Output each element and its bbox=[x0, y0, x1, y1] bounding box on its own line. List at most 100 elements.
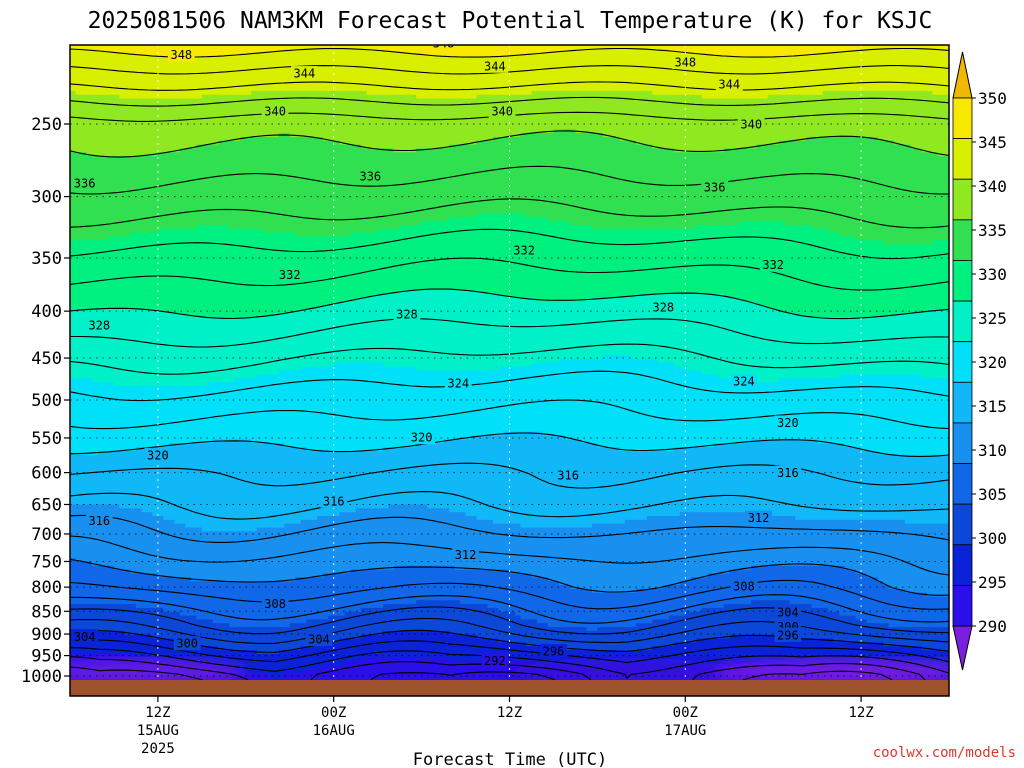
contour-fill-cell bbox=[498, 611, 505, 643]
contour-fill-cell bbox=[712, 293, 719, 375]
contour-fill-cell bbox=[482, 293, 489, 372]
contour-fill-cell bbox=[883, 316, 890, 375]
contour-fill-cell bbox=[564, 584, 571, 628]
contour-fill-cell bbox=[635, 90, 642, 146]
credit-text: coolwx.com/models bbox=[873, 745, 1016, 761]
contour-fill-cell bbox=[822, 378, 829, 444]
contour-fill-cell bbox=[438, 56, 445, 100]
contour-fill-cell bbox=[707, 607, 714, 640]
contour-fill-cell bbox=[707, 45, 714, 58]
contour-fill-cell bbox=[333, 45, 340, 50]
contour-fill-cell bbox=[767, 309, 774, 383]
contour-fill-cell bbox=[179, 56, 186, 100]
contour-fill-cell bbox=[663, 48, 670, 96]
contour-fill-cell bbox=[465, 439, 472, 517]
contour-fill-cell bbox=[910, 148, 917, 245]
contour-fill-cell bbox=[520, 297, 527, 368]
contour-fill-cell bbox=[119, 98, 126, 157]
contour-fill-cell bbox=[190, 56, 197, 100]
contour-fill-cell bbox=[454, 512, 461, 571]
contour-fill-cell bbox=[207, 224, 214, 318]
contour-fill-cell bbox=[701, 577, 708, 609]
contour-fill-cell bbox=[553, 581, 560, 628]
contour-fill-cell bbox=[328, 45, 335, 50]
y-tick-label: 300 bbox=[31, 188, 62, 208]
contour-fill-cell bbox=[817, 94, 824, 138]
contour-fill-cell bbox=[712, 638, 719, 666]
contour-fill-cell bbox=[493, 45, 500, 58]
y-axis: 2503003504004505005506006507007508008509… bbox=[21, 115, 70, 687]
contour-fill-cell bbox=[591, 133, 598, 230]
contour-fill-cell bbox=[509, 661, 516, 689]
contour-fill-cell bbox=[432, 56, 439, 100]
contour-fill-cell bbox=[613, 355, 620, 448]
contour-fill-cell bbox=[580, 45, 588, 50]
contour-fill-cell bbox=[212, 144, 219, 226]
x-tick-label: 12Z bbox=[497, 705, 522, 721]
contour-fill-cell bbox=[762, 565, 769, 601]
x-tick-label: 15AUG bbox=[137, 723, 179, 739]
contour-fill-cell bbox=[608, 627, 615, 651]
contour-fill-cell bbox=[690, 611, 697, 643]
contour-fill-cell bbox=[734, 98, 741, 149]
contour-fill-cell bbox=[624, 592, 631, 628]
contour-fill-cell bbox=[196, 646, 203, 666]
contour-fill-cell bbox=[547, 133, 555, 222]
contour-fill-cell bbox=[872, 48, 879, 92]
contour-fill-cell bbox=[811, 638, 818, 663]
contour-fill-cell bbox=[861, 316, 868, 375]
contour-fill-cell bbox=[388, 45, 395, 54]
contour-fill-cell bbox=[119, 309, 126, 387]
contour-fill-cell bbox=[641, 45, 648, 50]
contour-fill-cell bbox=[218, 650, 225, 670]
contour-fill-cell bbox=[163, 56, 170, 100]
contour-fill-cell bbox=[223, 56, 230, 96]
contour-fill-cell bbox=[168, 577, 175, 613]
contour-fill-cell bbox=[421, 370, 428, 444]
contour-fill-cell bbox=[454, 600, 461, 636]
contour-fill-cell bbox=[361, 657, 368, 696]
contour-fill-cell bbox=[361, 297, 368, 364]
contour-fill-cell bbox=[894, 45, 901, 50]
contour-fill-cell bbox=[289, 370, 296, 448]
contour-fill-cell bbox=[745, 443, 752, 513]
contour-fill-cell bbox=[652, 94, 659, 149]
contour-fill-cell bbox=[152, 156, 159, 234]
contour-fill-cell bbox=[234, 650, 241, 670]
contour-fill-cell bbox=[152, 638, 159, 659]
contour-fill-cell bbox=[245, 94, 252, 138]
contour-fill-cell bbox=[547, 52, 555, 92]
contour-fill-cell bbox=[449, 661, 456, 696]
contour-fill-cell bbox=[712, 374, 719, 444]
contour-fill-cell bbox=[877, 240, 884, 318]
contour-fill-cell bbox=[108, 450, 115, 506]
colorbar-top-arrow bbox=[952, 51, 973, 99]
contour-line bbox=[70, 370, 949, 402]
contour-fill-cell bbox=[531, 45, 538, 54]
contour-fill-cell bbox=[866, 374, 873, 452]
contour-fill-cell bbox=[586, 48, 593, 92]
contour-fill-cell bbox=[910, 523, 917, 594]
contour-fill-cell bbox=[328, 366, 335, 452]
contour-fill-cell bbox=[267, 52, 274, 92]
contour-fill-cell bbox=[861, 450, 868, 521]
contour-label-bg bbox=[444, 375, 472, 390]
contour-fill-cell bbox=[536, 45, 544, 54]
contour-fill-cell bbox=[674, 94, 681, 153]
contour-fill-cell bbox=[91, 240, 99, 310]
contour-fill-cell bbox=[828, 519, 835, 567]
contour-fill-cell bbox=[822, 228, 829, 318]
contour-fill-cell bbox=[504, 569, 511, 613]
contour-fill-cell bbox=[311, 519, 318, 578]
contour-fill-cell bbox=[185, 56, 192, 100]
contour-fill-cell bbox=[932, 596, 939, 628]
contour-fill-cell bbox=[443, 98, 450, 149]
contour-fill-cell bbox=[822, 607, 829, 640]
contour-fill-cell bbox=[685, 581, 692, 613]
contour-fill-cell bbox=[300, 577, 307, 624]
contour-fill-cell bbox=[86, 454, 93, 506]
contour-fill-cell bbox=[718, 293, 725, 379]
contour-label-bg bbox=[745, 510, 772, 525]
contour-fill-cell bbox=[410, 604, 417, 632]
contour-fill-cell bbox=[168, 56, 175, 100]
